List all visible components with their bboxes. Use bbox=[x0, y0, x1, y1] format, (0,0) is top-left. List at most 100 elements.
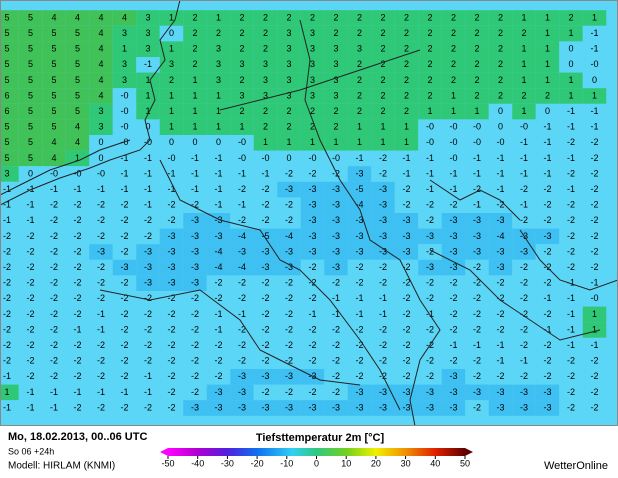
grid-cell bbox=[159, 10, 184, 26]
border-line bbox=[429, 179, 521, 221]
grid-cell bbox=[441, 150, 466, 167]
grid-value: -2 bbox=[73, 200, 81, 210]
grid-cell bbox=[535, 72, 560, 89]
grid-value: 2 bbox=[380, 106, 385, 116]
grid-cell bbox=[136, 337, 160, 354]
border-line bbox=[429, 249, 601, 341]
grid-value: -2 bbox=[332, 387, 340, 397]
grid-cell bbox=[488, 400, 513, 416]
grid-cell bbox=[253, 57, 278, 73]
grid-cell bbox=[89, 103, 113, 120]
grid-cell bbox=[394, 166, 419, 182]
grid-value: 1 bbox=[592, 12, 597, 22]
grid-cell bbox=[230, 291, 254, 307]
grid-cell bbox=[136, 166, 160, 182]
grid-value: 2 bbox=[192, 28, 197, 38]
grid-value: 0 bbox=[498, 122, 503, 132]
grid-value: -2 bbox=[308, 387, 316, 397]
grid-cell bbox=[112, 103, 137, 120]
grid-value: -2 bbox=[3, 356, 11, 366]
grid-cell bbox=[347, 72, 372, 89]
grid-cell bbox=[159, 103, 184, 120]
grid-value: -1 bbox=[144, 184, 152, 194]
grid-cell bbox=[559, 41, 583, 57]
grid-value: -4 bbox=[238, 231, 246, 241]
grid-cell bbox=[324, 150, 348, 167]
grid-cell bbox=[42, 291, 66, 307]
grid-cell bbox=[394, 150, 419, 167]
grid-value: -2 bbox=[50, 340, 58, 350]
grid-value: -2 bbox=[3, 246, 11, 256]
grid-value: 1 bbox=[145, 90, 150, 100]
grid-value: 5 bbox=[28, 153, 33, 163]
grid-value: 5 bbox=[4, 59, 9, 69]
grid-value: -2 bbox=[426, 324, 434, 334]
grid-value: 1 bbox=[122, 44, 127, 54]
grid-value: -4 bbox=[214, 262, 222, 272]
grid-cell bbox=[441, 337, 466, 354]
grid-cell bbox=[206, 353, 231, 369]
grid-cell bbox=[183, 244, 207, 260]
grid-cell bbox=[89, 166, 113, 182]
grid-cell bbox=[42, 369, 66, 385]
grid-cell bbox=[65, 369, 90, 385]
grid-cell bbox=[0, 41, 19, 57]
grid-value: 1 bbox=[427, 106, 432, 116]
grid-value: -2 bbox=[144, 324, 152, 334]
grid: 5 5 4 4 4 4 3 1 2 1 2 2 2 2 2 2 2 2 2 2 2 2 1 1 2 1 5 5 5 5 4 3 3 0 2 2 2 2 3 3… bbox=[0, 10, 607, 416]
grid-value: -2 bbox=[379, 356, 387, 366]
grid-cell bbox=[300, 353, 325, 369]
grid-value: -2 bbox=[590, 200, 598, 210]
grid-cell bbox=[42, 41, 66, 57]
grid-value: -2 bbox=[308, 340, 316, 350]
grid-cell bbox=[42, 181, 66, 198]
grid-cell bbox=[183, 275, 207, 291]
grid-value: -2 bbox=[590, 371, 598, 381]
grid-value: -1 bbox=[590, 28, 598, 38]
grid-value: -3 bbox=[144, 262, 152, 272]
grid-value: -2 bbox=[261, 340, 269, 350]
grid-cell bbox=[465, 197, 489, 213]
grid-value: 4 bbox=[98, 44, 103, 54]
grid-cell bbox=[206, 291, 231, 307]
grid-value: -3 bbox=[261, 371, 269, 381]
grid-value: -2 bbox=[120, 340, 128, 350]
grid-value: 3 bbox=[216, 59, 221, 69]
grid-cell bbox=[582, 400, 607, 416]
grid-value: 2 bbox=[498, 28, 503, 38]
grid-cell bbox=[277, 259, 301, 276]
grid-value: 1 bbox=[474, 106, 479, 116]
grid-value: -1 bbox=[496, 356, 504, 366]
grid-value: -2 bbox=[191, 293, 199, 303]
grid-value: -3 bbox=[308, 200, 316, 210]
grid-value: -2 bbox=[426, 356, 434, 366]
grid-value: -2 bbox=[285, 387, 293, 397]
grid-cell bbox=[89, 150, 113, 167]
grid-value: 3 bbox=[286, 44, 291, 54]
grid-cell bbox=[183, 119, 207, 135]
grid-value: 3 bbox=[263, 75, 268, 85]
grid-value: -1 bbox=[144, 387, 152, 397]
grid-value: -2 bbox=[26, 356, 34, 366]
grid-cell bbox=[582, 322, 607, 338]
grid-value: -1 bbox=[355, 153, 363, 163]
grid-value: 2 bbox=[286, 106, 291, 116]
colorbar-tick-label: 30 bbox=[401, 458, 411, 468]
grid-cell bbox=[0, 88, 19, 104]
grid-cell bbox=[159, 41, 184, 57]
grid-value: -2 bbox=[355, 340, 363, 350]
grid-value: -2 bbox=[26, 309, 34, 319]
grid-cell bbox=[136, 306, 160, 323]
grid-cell bbox=[465, 306, 489, 323]
grid-value: -3 bbox=[261, 402, 269, 412]
grid-value: -2 bbox=[285, 278, 293, 288]
grid-value: 2 bbox=[451, 44, 456, 54]
grid-value: -2 bbox=[120, 278, 128, 288]
grid-value: 1 bbox=[545, 75, 550, 85]
grid-value: 0 bbox=[498, 106, 503, 116]
grid-cell bbox=[347, 88, 372, 104]
grid-cell bbox=[89, 57, 113, 73]
grid-value: -3 bbox=[402, 387, 410, 397]
grid-cell bbox=[18, 10, 43, 26]
